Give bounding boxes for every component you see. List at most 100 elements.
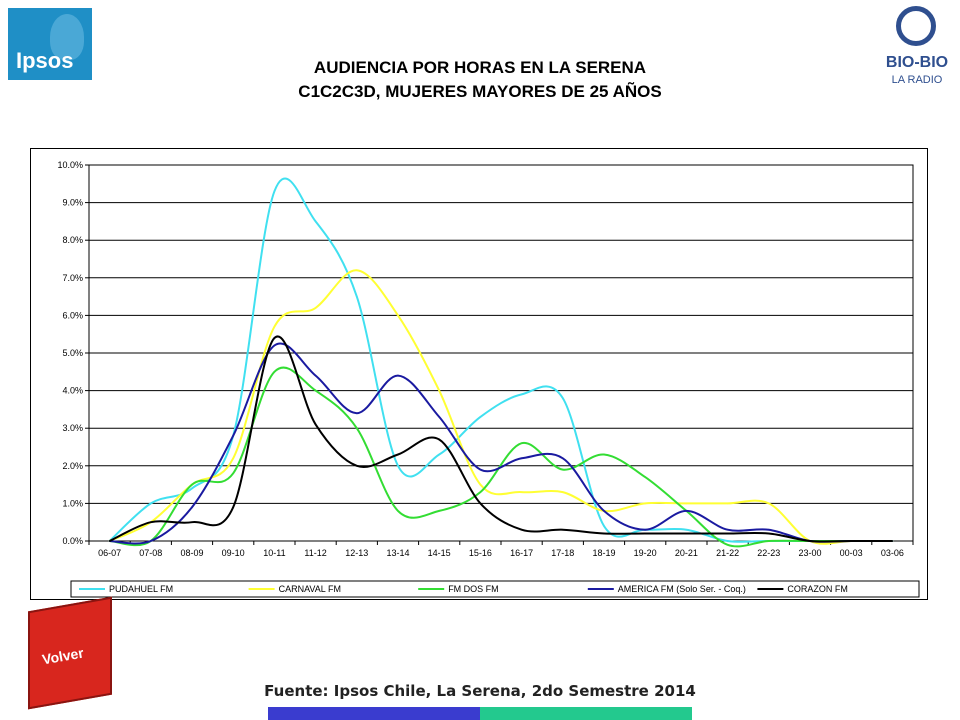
- legend-label: AMERICA FM (Solo Ser. - Coq.): [618, 584, 746, 594]
- data-point: [150, 521, 152, 523]
- data-point: [603, 453, 605, 456]
- data-point: [644, 528, 646, 531]
- data-point: [726, 532, 729, 535]
- data-point: [562, 468, 564, 471]
- x-tick-label: 06-07: [98, 548, 121, 558]
- ipsos-head-icon: [50, 14, 84, 60]
- x-tick-label: 03-06: [881, 548, 904, 558]
- x-tick-label: 00-03: [840, 548, 863, 558]
- chart-frame: 0.0% 1.0% 2.0% 3.0% 4.0% 5.0% 6.0% 7.0% 8.0% 9.0%…: [30, 148, 928, 600]
- y-tick-label: 3.0%: [62, 423, 83, 433]
- x-tick-label: 18-19: [592, 548, 615, 558]
- data-point: [314, 374, 317, 377]
- data-point: [520, 528, 523, 531]
- data-point: [726, 540, 729, 542]
- x-tick-label: 07-08: [139, 548, 162, 558]
- series-line-1: [108, 177, 893, 543]
- data-point: [356, 427, 358, 430]
- data-point: [108, 540, 111, 542]
- data-point: [438, 438, 441, 441]
- x-tick-label: 08-09: [180, 548, 203, 558]
- data-point: [726, 543, 729, 546]
- data-point: [520, 442, 523, 445]
- data-point: [273, 337, 276, 339]
- data-point: [397, 453, 399, 456]
- ipsos-logo: Ipsos: [8, 8, 92, 80]
- data-point: [479, 483, 482, 486]
- data-point: [397, 465, 399, 467]
- data-point: [314, 423, 317, 426]
- series-line-4: [109, 342, 893, 545]
- x-tick-label: 12-13: [345, 548, 368, 558]
- y-tick-label: 10.0%: [57, 160, 83, 170]
- data-point: [273, 325, 276, 328]
- data-point: [644, 476, 646, 478]
- legend-label: FM DOS FM: [448, 584, 499, 594]
- title-line-1: AUDIENCIA POR HORAS EN LA SERENA: [313, 58, 647, 77]
- data-point: [809, 540, 811, 542]
- page-title: AUDIENCIA POR HORAS EN LA SERENA C1C2C3D…: [0, 56, 960, 104]
- ipsos-logo-text: Ipsos: [16, 48, 74, 73]
- data-point: [644, 532, 646, 535]
- data-point: [768, 528, 770, 531]
- x-tick-label: 21-22: [716, 548, 739, 558]
- data-point: [562, 528, 564, 531]
- data-point: [273, 344, 276, 347]
- y-tick-label: 5.0%: [62, 348, 83, 358]
- x-tick-label: 23-00: [798, 548, 821, 558]
- x-tick-label: 11-12: [304, 548, 326, 558]
- data-point: [191, 483, 193, 486]
- data-point: [232, 506, 234, 508]
- data-point: [150, 502, 152, 505]
- data-point: [232, 472, 234, 475]
- source-note: Fuente: Ipsos Chile, La Serena, 2do Seme…: [264, 682, 696, 700]
- data-point: [150, 540, 152, 542]
- data-point: [562, 397, 564, 399]
- data-point: [479, 502, 482, 505]
- legend-label: PUDAHUEL FM: [109, 584, 173, 594]
- data-point: [397, 374, 399, 377]
- data-point: [273, 371, 276, 373]
- biobio-logo-text: BIO-BIO: [885, 54, 949, 71]
- data-point: [850, 540, 852, 542]
- data-point: [726, 502, 729, 505]
- data-point: [314, 389, 317, 392]
- data-point: [603, 525, 605, 527]
- y-tick-label: 8.0%: [62, 235, 83, 245]
- data-point: [644, 502, 646, 505]
- data-point: [438, 510, 441, 512]
- data-point: [685, 532, 688, 535]
- x-tick-label: 15-16: [469, 548, 492, 558]
- x-tick-label: 09-10: [222, 548, 245, 558]
- x-tick-label: 10-11: [263, 548, 285, 558]
- data-point: [232, 457, 234, 460]
- data-point: [438, 416, 441, 418]
- legend-label: CARNAVAL FM: [279, 584, 341, 594]
- data-point: [562, 457, 564, 460]
- data-point: [768, 502, 770, 505]
- x-tick-label: 17-18: [551, 548, 574, 558]
- data-point: [356, 269, 358, 272]
- x-tick-label: 16-17: [510, 548, 533, 558]
- series-line-5: [109, 335, 893, 543]
- line-chart: 0.0% 1.0% 2.0% 3.0% 4.0% 5.0% 6.0% 7.0% 8.0% 9.0%…: [57, 160, 920, 598]
- data-point: [603, 532, 605, 535]
- data-point: [191, 506, 193, 508]
- data-point: [562, 491, 564, 493]
- footer-bar-green: [480, 707, 692, 720]
- data-point: [314, 307, 317, 309]
- data-point: [768, 540, 770, 542]
- x-tick-label: 14-15: [428, 548, 451, 558]
- data-point: [356, 295, 358, 298]
- data-point: [768, 532, 770, 535]
- series-line-2: [109, 269, 893, 545]
- x-tick-label: 13-14: [386, 548, 409, 558]
- footer-bar-blue: [268, 707, 480, 720]
- data-point: [685, 528, 688, 531]
- data-point: [356, 412, 358, 414]
- data-point: [438, 453, 441, 456]
- title-line-2: C1C2C3D, MUJERES MAYORES DE 25 AÑOS: [298, 82, 662, 101]
- data-point: [603, 510, 605, 512]
- data-point: [685, 502, 688, 505]
- biobio-logo-subtext: LA RADIO: [891, 74, 943, 86]
